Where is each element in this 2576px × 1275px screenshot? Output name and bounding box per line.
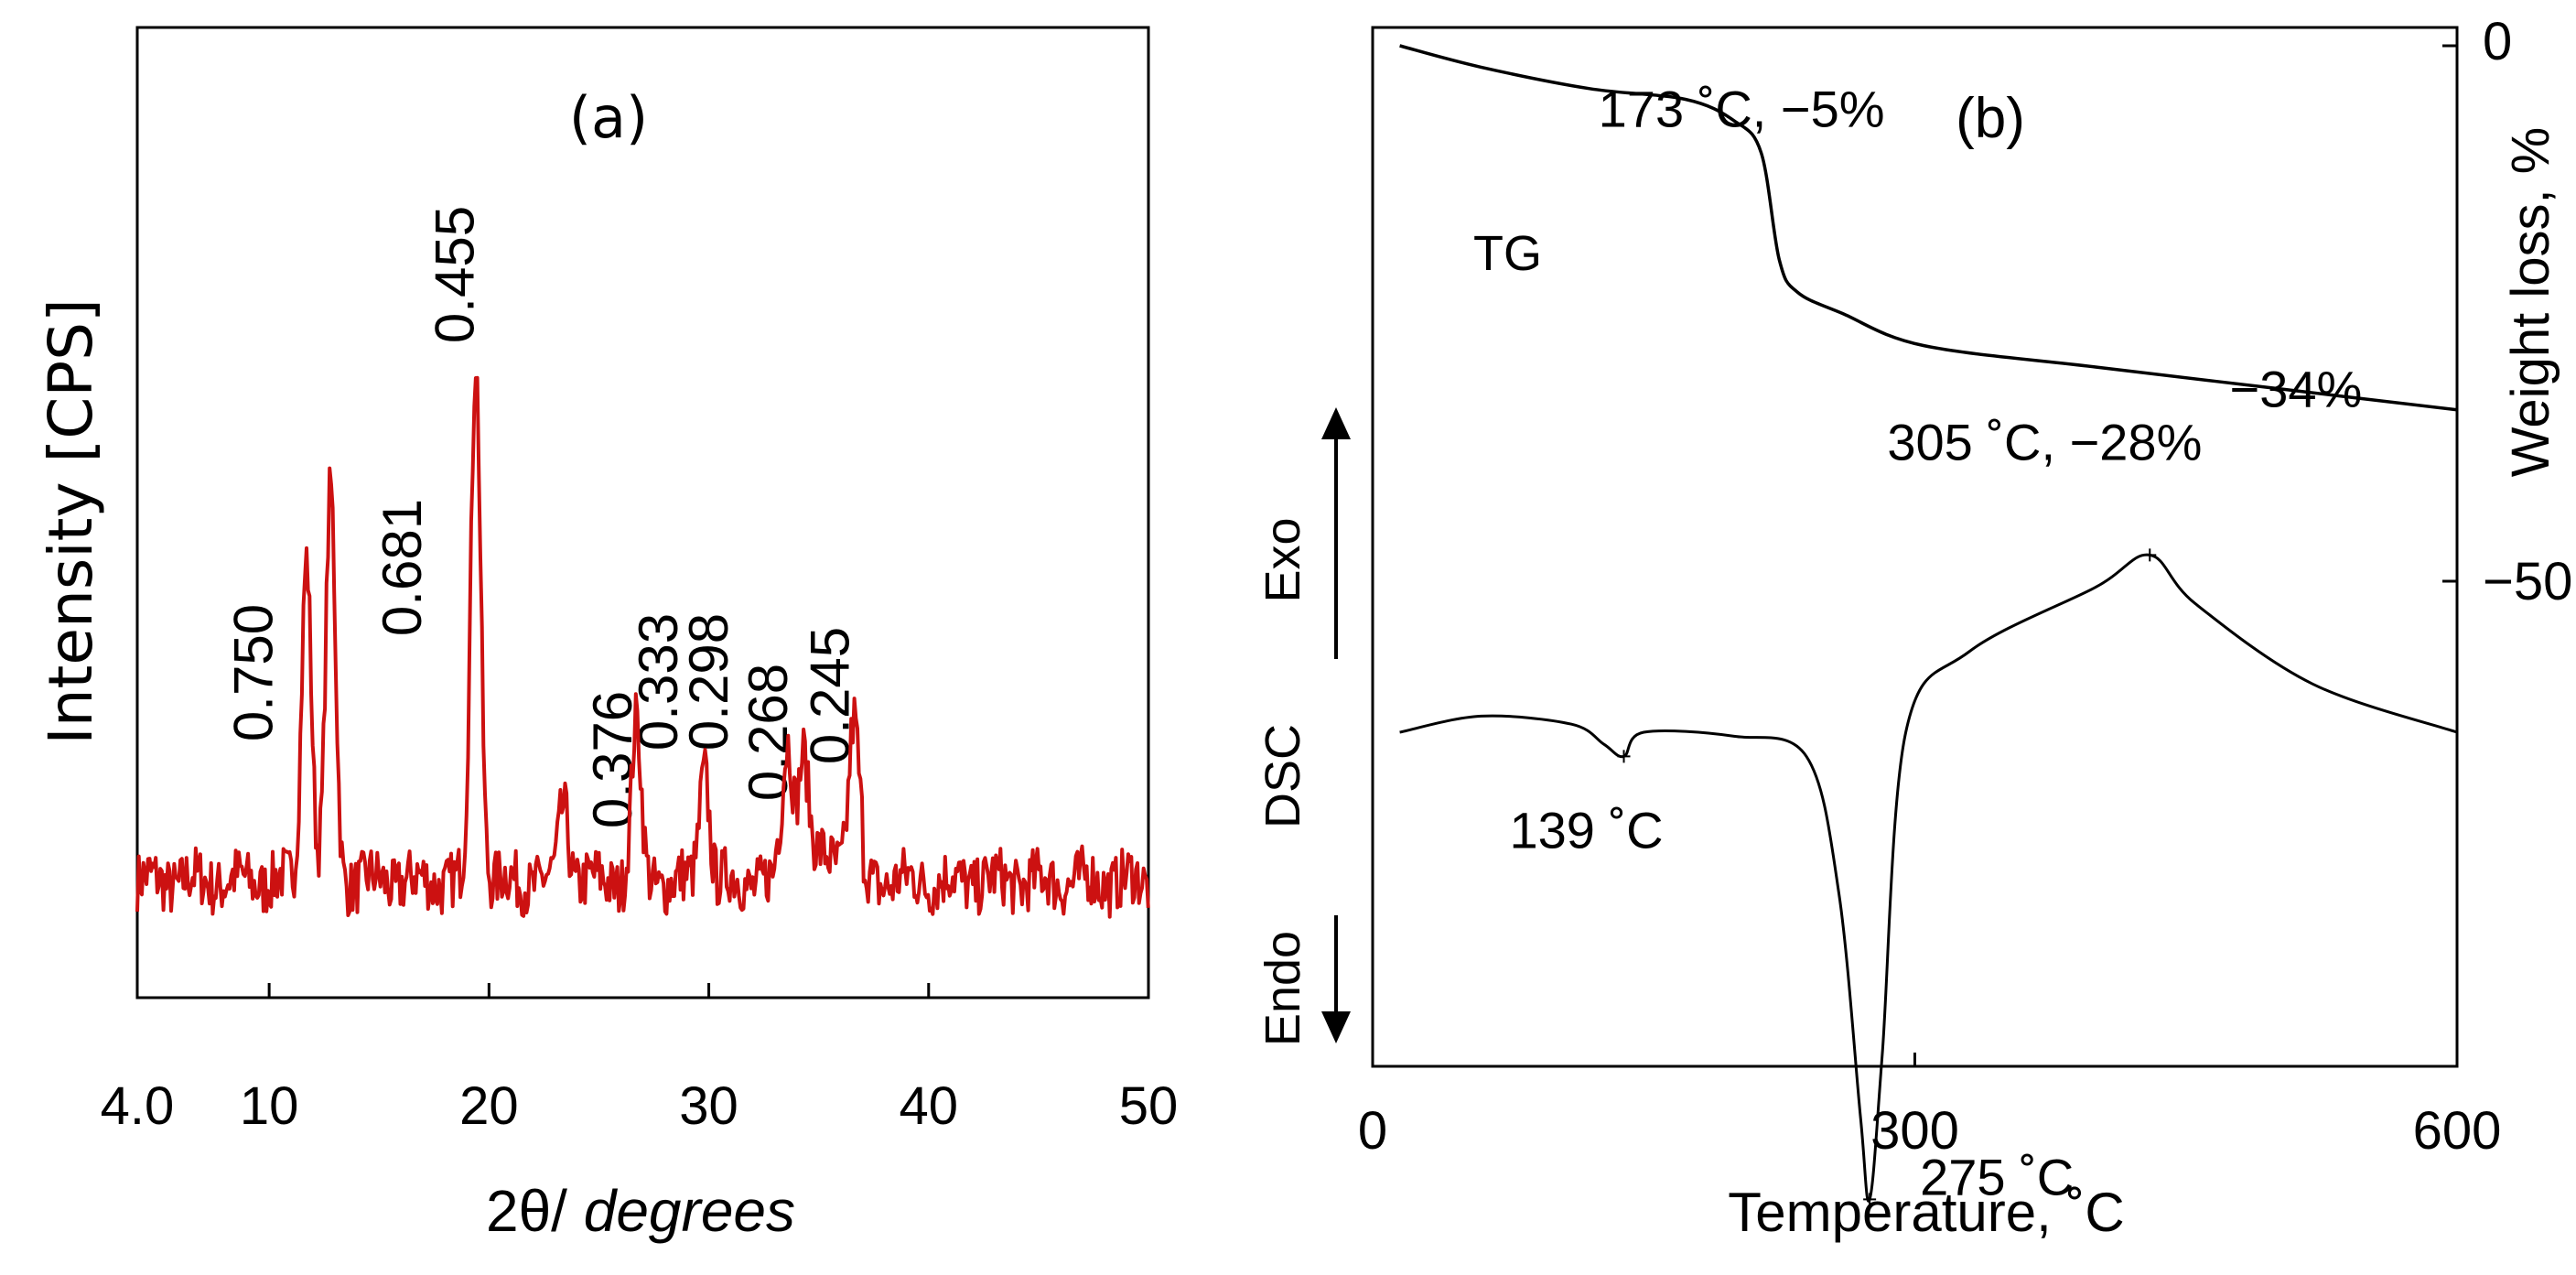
- xrd-peak-label: 0.681: [372, 499, 433, 636]
- thermal-x-tick-label: 300: [1870, 1101, 1959, 1161]
- xrd-x-tick-label: 50: [1119, 1076, 1179, 1136]
- dsc-annotations: 139 ˚C 275 ˚C: [1510, 548, 2157, 1205]
- xrd-peak-label: 0.750: [223, 604, 285, 741]
- dsc-peak-marker: [1863, 1193, 1877, 1206]
- dsc-curve-label: DSC: [1256, 724, 1310, 828]
- exo-arrow-head-icon: [1321, 407, 1351, 439]
- tg-curve-label: TG: [1473, 226, 1542, 281]
- tg-annotation: 305 ˚C, −28%: [1887, 414, 2202, 471]
- endo-arrow-head-icon: [1321, 1011, 1351, 1043]
- thermal-x-tick-label: 600: [2413, 1101, 2502, 1161]
- dsc-annotation: 139 ˚C: [1510, 801, 1664, 859]
- thermal-plot-frame: [1371, 26, 2459, 1068]
- thermal-panel-label: (b): [1956, 87, 2025, 150]
- endo-label: Endo: [1256, 931, 1310, 1046]
- xrd-plot-frame: [135, 26, 1150, 999]
- xrd-x-tick-label: 10: [240, 1076, 299, 1136]
- tg-annotation: 173 ˚C, −5%: [1599, 81, 1885, 138]
- tg-annotations: 173 ˚C, −5% 305 ˚C, −28% −34%: [1599, 81, 2363, 471]
- xrd-x-tick-label: 30: [679, 1076, 738, 1136]
- tg-annotation: −34%: [2230, 360, 2363, 417]
- tg-y-axis-label: Weight loss, %: [2501, 127, 2560, 478]
- xrd-peak-label: 0.455: [425, 206, 486, 343]
- xrd-panel-label: (a): [569, 84, 648, 151]
- exo-label: Exo: [1256, 517, 1310, 602]
- xrd-x-tick-label: 40: [900, 1076, 959, 1136]
- xrd-series-line: [135, 375, 1150, 919]
- tg-y-tick-label: 0: [2483, 12, 2512, 71]
- xrd-peak-label: 0.298: [678, 613, 739, 751]
- dsc-series-line: [1399, 553, 2458, 1203]
- xrd-y-axis-label: Intensity [CPS]: [36, 298, 106, 745]
- xrd-x-axis-label-prefix: 2θ/: [486, 1178, 584, 1244]
- xrd-x-axis-label-unit: degrees: [584, 1178, 795, 1244]
- tg-y-tick-label: −50: [2483, 552, 2572, 611]
- xrd-x-tick-label: 20: [459, 1076, 519, 1136]
- dsc-peak-marker: [1617, 750, 1631, 763]
- xrd-x-axis-label: 2θ/ degrees: [486, 1178, 795, 1244]
- xrd-panel: (a) Intensity [CPS] 4.0 10 20 30 40 50 0.750 0…: [36, 26, 1179, 1244]
- thermal-x-tick-label: 0: [1358, 1101, 1387, 1161]
- thermal-x-axis-label: Temperature, ˚C: [1728, 1182, 2124, 1243]
- xrd-x-ticks: 4.0 10 20 30 40 50: [101, 983, 1179, 1136]
- dsc-max-marker: [2143, 548, 2157, 562]
- thermal-x-ticks: 0 300 600: [1358, 1053, 2502, 1161]
- xrd-x-tick-label: 4.0: [101, 1076, 175, 1136]
- dsc-annotation: 275 ˚C: [1920, 1148, 2074, 1205]
- tg-series-line: [1399, 44, 2458, 412]
- thermal-panel: (b) TG Weight loss, % 173 ˚C, −5% 305 ˚C,…: [1256, 12, 2572, 1243]
- tg-y-ticks: 0 −50: [2442, 12, 2572, 611]
